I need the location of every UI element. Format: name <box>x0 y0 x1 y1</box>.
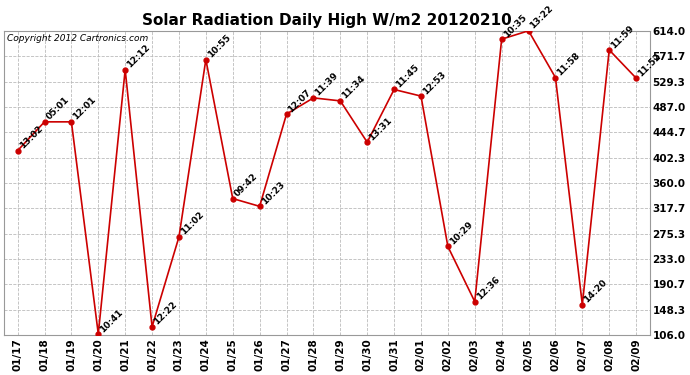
Text: 12:07: 12:07 <box>286 87 313 114</box>
Text: 11:02: 11:02 <box>179 210 206 237</box>
Text: 10:41: 10:41 <box>98 308 125 334</box>
Text: 10:29: 10:29 <box>448 220 475 246</box>
Text: 12:53: 12:53 <box>421 69 448 96</box>
Text: 11:39: 11:39 <box>313 71 340 98</box>
Text: 13:22: 13:22 <box>529 4 555 31</box>
Text: 10:55: 10:55 <box>206 33 233 60</box>
Text: 11:52: 11:52 <box>636 51 662 78</box>
Text: 05:01: 05:01 <box>44 95 71 122</box>
Text: 12:22: 12:22 <box>152 300 179 327</box>
Text: 11:45: 11:45 <box>394 63 421 90</box>
Text: 11:34: 11:34 <box>340 74 367 101</box>
Text: 11:58: 11:58 <box>555 51 582 78</box>
Title: Solar Radiation Daily High W/m2 20120210: Solar Radiation Daily High W/m2 20120210 <box>142 13 512 28</box>
Text: 12:36: 12:36 <box>475 275 502 302</box>
Text: 11:59: 11:59 <box>609 23 636 50</box>
Text: 12:12: 12:12 <box>125 43 152 70</box>
Text: 14:20: 14:20 <box>582 278 609 304</box>
Text: 12:01: 12:01 <box>71 95 98 122</box>
Text: Copyright 2012 Cartronics.com: Copyright 2012 Cartronics.com <box>8 34 148 43</box>
Text: 09:42: 09:42 <box>233 172 259 198</box>
Text: 13:02: 13:02 <box>18 124 44 151</box>
Text: 10:23: 10:23 <box>259 180 286 206</box>
Text: 10:35: 10:35 <box>502 13 528 39</box>
Text: 13:31: 13:31 <box>367 116 394 142</box>
